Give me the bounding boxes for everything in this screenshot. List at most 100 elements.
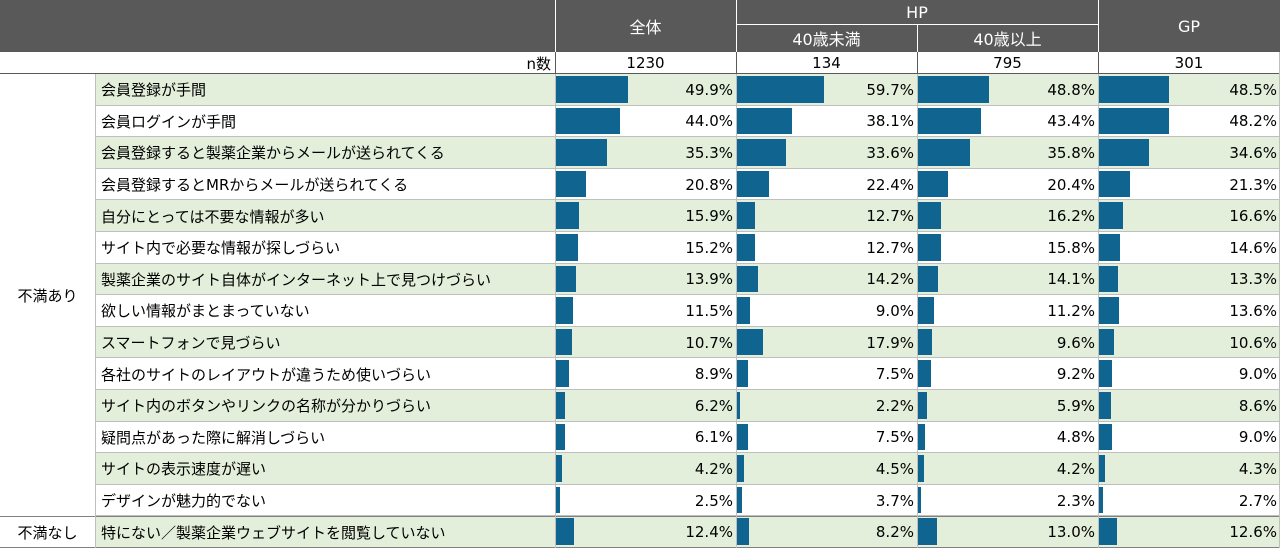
row-divider (95, 263, 1280, 264)
data-label: 17.9% (866, 333, 914, 352)
data-label: 5.9% (1056, 396, 1095, 415)
row-divider (95, 231, 1280, 232)
bar (1099, 518, 1118, 545)
value-cell: 4.2% (917, 453, 1098, 485)
category-label: サイト内で必要な情報が探しづらい (95, 232, 555, 264)
data-label: 2.3% (1056, 491, 1095, 510)
bar (1099, 423, 1113, 451)
value-cell: 12.7% (736, 200, 917, 232)
n-value: 795 (917, 52, 1098, 74)
header-divider (736, 0, 737, 52)
bar (918, 486, 922, 514)
bar (737, 202, 756, 229)
bar (737, 423, 748, 451)
bar (556, 360, 569, 387)
value-cell: 11.2% (917, 295, 1098, 327)
value-cell: 12.7% (736, 232, 917, 264)
row-divider (95, 294, 1280, 295)
value-cell: 16.6% (1098, 200, 1280, 232)
bar (737, 328, 763, 356)
data-label: 4.2% (1056, 459, 1095, 478)
bar (737, 392, 741, 419)
value-cell: 35.8% (917, 137, 1098, 169)
bar (737, 297, 751, 324)
value-cell: 9.0% (736, 295, 917, 327)
bar (918, 328, 932, 356)
value-cell: 49.9% (555, 74, 736, 106)
header-divider (917, 24, 918, 52)
category-label: サイト内のボタンやリンクの名称が分かりづらい (95, 390, 555, 422)
bar (556, 328, 572, 356)
bar (918, 518, 937, 545)
value-cell: 8.6% (1098, 390, 1280, 422)
value-cell: 38.1% (736, 105, 917, 138)
bar (1099, 139, 1150, 166)
bar (918, 360, 932, 387)
data-label: 8.6% (1238, 396, 1277, 415)
bar (737, 234, 756, 261)
value-cell: 20.4% (917, 168, 1098, 201)
data-label: 22.4% (866, 175, 914, 194)
value-cell: 3.7% (736, 484, 917, 517)
value-cell: 4.5% (736, 453, 917, 485)
header-divider (1098, 0, 1099, 52)
bar (918, 107, 981, 135)
value-cell: 2.3% (917, 484, 1098, 517)
data-label: 16.2% (1047, 207, 1095, 226)
data-label: 9.0% (1238, 428, 1277, 447)
value-cell: 33.6% (736, 137, 917, 169)
data-label: 14.6% (1229, 238, 1277, 257)
group-label: 不満あり (0, 74, 95, 517)
data-label: 38.1% (866, 112, 914, 131)
data-label: 13.0% (1047, 523, 1095, 542)
column-divider (736, 74, 737, 548)
row-divider (95, 357, 1280, 358)
data-label: 10.6% (1229, 333, 1277, 352)
bar (556, 76, 629, 103)
value-cell: 21.3% (1098, 168, 1280, 201)
bar (1099, 360, 1113, 387)
bar (1099, 107, 1169, 135)
column-header-gp: GP (1098, 0, 1280, 52)
value-cell: 14.2% (736, 263, 917, 296)
row-divider (95, 136, 1280, 137)
row-divider (95, 389, 1280, 390)
data-label: 14.1% (1047, 270, 1095, 289)
category-label: 特にない／製薬企業ウェブサイトを閲覧していない (95, 516, 555, 548)
value-cell: 4.8% (917, 421, 1098, 454)
data-label: 48.8% (1047, 80, 1095, 99)
column-divider (917, 74, 918, 548)
bar (1099, 297, 1119, 324)
bar (556, 455, 563, 482)
value-cell: 48.8% (917, 74, 1098, 106)
bar (737, 518, 749, 545)
bar (1099, 202, 1124, 229)
n-value: 1230 (555, 52, 736, 74)
value-cell: 9.0% (1098, 421, 1280, 454)
category-label: サイトの表示速度が遅い (95, 453, 555, 485)
data-label: 4.2% (694, 459, 733, 478)
value-cell: 12.4% (555, 516, 736, 548)
row-divider (95, 199, 1280, 200)
bar (1099, 76, 1170, 103)
value-cell: 13.6% (1098, 295, 1280, 327)
bar (737, 486, 743, 514)
data-label: 2.2% (875, 396, 914, 415)
category-label: 会員ログインが手間 (95, 105, 555, 138)
bar (1099, 265, 1119, 293)
data-label: 33.6% (866, 143, 914, 162)
bar (918, 170, 948, 198)
data-label: 15.2% (685, 238, 733, 257)
data-label: 43.4% (1047, 112, 1095, 131)
bar (1099, 234, 1121, 261)
n-label: n数 (0, 52, 555, 74)
value-cell: 10.6% (1098, 326, 1280, 359)
data-label: 15.9% (685, 207, 733, 226)
bar (918, 297, 935, 324)
value-cell: 4.3% (1098, 453, 1280, 485)
data-label: 6.1% (694, 428, 733, 447)
data-label: 12.7% (866, 238, 914, 257)
data-label: 10.7% (685, 333, 733, 352)
group-divider (0, 516, 1280, 518)
column-divider (555, 74, 556, 548)
